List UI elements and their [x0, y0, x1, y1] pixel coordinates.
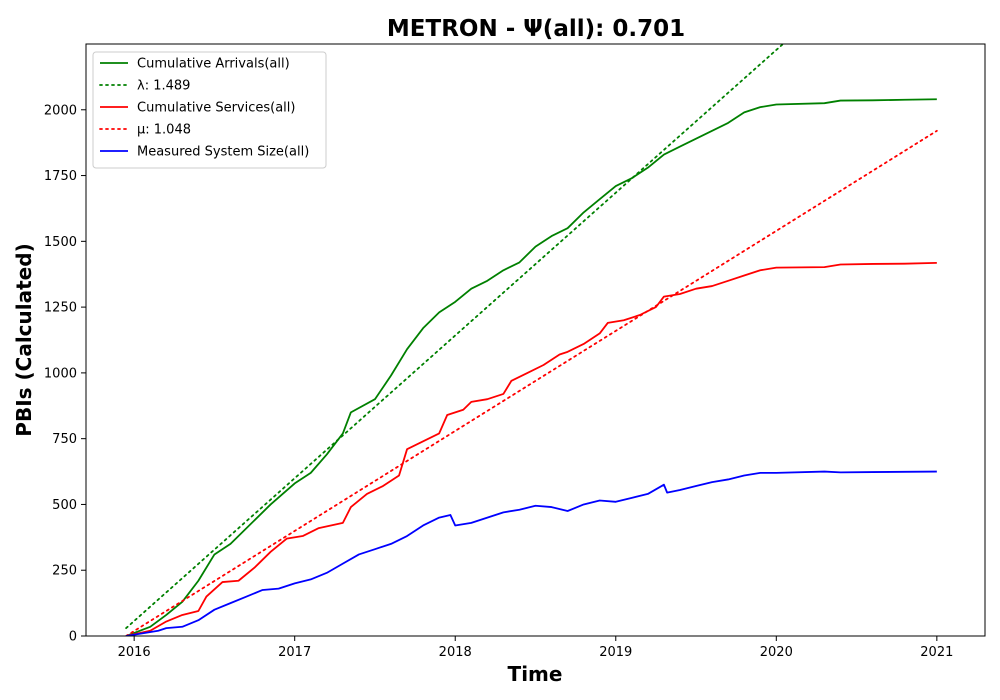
x-tick-label: 2018 [439, 645, 472, 660]
y-tick-label: 1750 [44, 169, 77, 184]
x-axis-title: Time [508, 662, 563, 686]
x-tick-label: 2020 [760, 645, 793, 660]
y-tick-label: 750 [52, 432, 77, 447]
series-line-1 [125, 98, 937, 636]
x-axis: 2016 2017 2018 2019 2020 2021 [118, 636, 953, 660]
y-tick-label: 1250 [44, 301, 77, 316]
legend-label: Cumulative Services(all) [137, 101, 295, 116]
x-tick-label: 2019 [599, 645, 632, 660]
y-axis: 0 250 500 750 1000 1250 1500 1750 2000 [44, 103, 86, 645]
legend-label: μ: 1.048 [137, 123, 191, 138]
y-tick-label: 2000 [44, 103, 77, 118]
legend-label: λ: 1.489 [137, 79, 190, 94]
x-tick-label: 2016 [118, 645, 151, 660]
series-line-3 [125, 262, 937, 636]
y-axis-title: PBIs (Calculated) [12, 243, 36, 436]
chart-title: METRON - Ψ(all): 0.701 [387, 16, 685, 42]
legend-label: Cumulative Arrivals(all) [137, 57, 290, 72]
plot-frame [85, 43, 986, 637]
y-tick-label: 1000 [44, 366, 77, 381]
legend: Cumulative Arrivals(all) λ: 1.489 Cumulati… [92, 51, 327, 169]
x-tick-label: 2017 [278, 645, 311, 660]
y-tick-label: 250 [52, 564, 77, 579]
legend-box [92, 51, 327, 169]
y-tick-label: 1500 [44, 235, 77, 250]
y-tick-label: 0 [69, 630, 77, 645]
series-line-2 [125, 44, 785, 630]
y-tick-label: 500 [52, 498, 77, 513]
legend-label: Measured System Size(all) [137, 145, 309, 160]
series-line-5 [125, 470, 937, 636]
series-layer [125, 44, 938, 636]
x-tick-label: 2021 [920, 645, 953, 660]
